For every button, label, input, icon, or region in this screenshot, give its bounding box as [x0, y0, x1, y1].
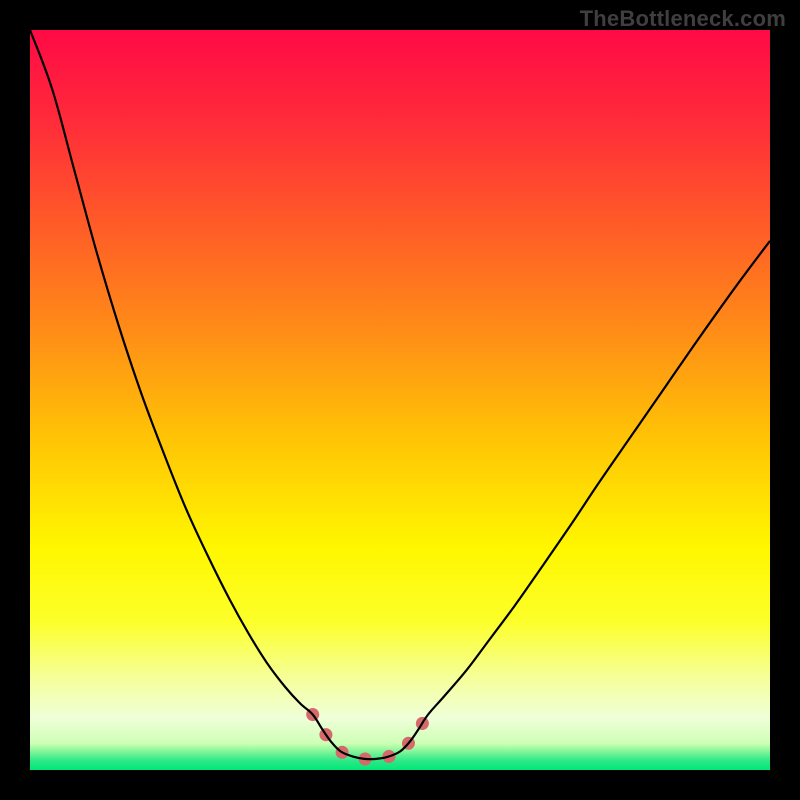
bottleneck-curve	[30, 30, 770, 759]
plot-area	[30, 30, 770, 770]
figure-root: TheBottleneck.com	[0, 0, 800, 800]
watermark-text: TheBottleneck.com	[580, 6, 786, 32]
curve-layer	[30, 30, 770, 770]
trough-highlight	[313, 715, 428, 760]
